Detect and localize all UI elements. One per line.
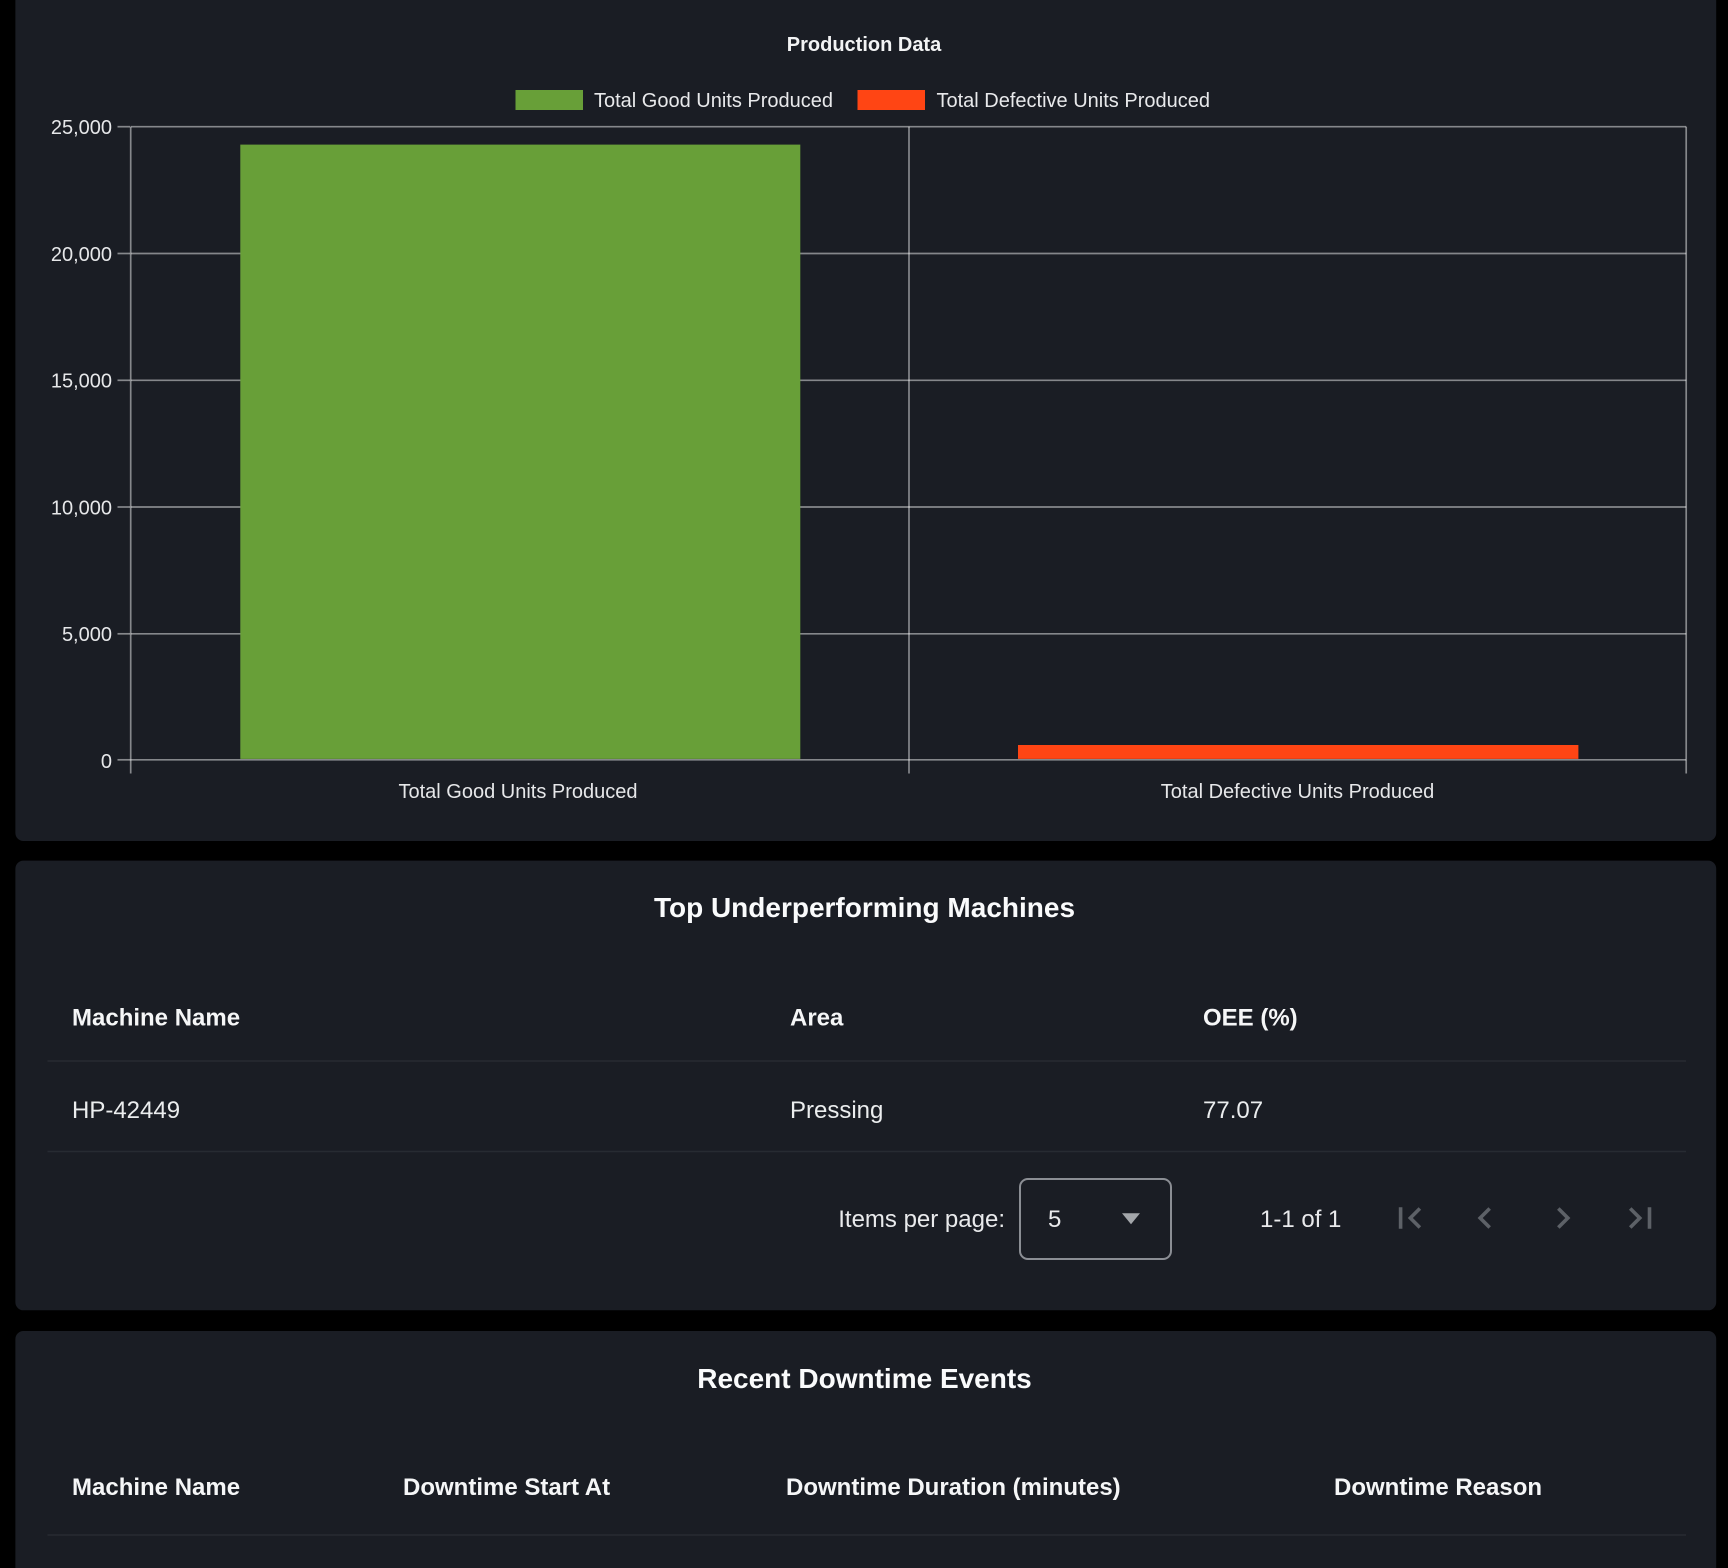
svg-text:1-1 of 1: 1-1 of 1 — [1260, 1206, 1341, 1233]
svg-text:Area: Area — [790, 1005, 844, 1032]
svg-text:HP-42449: HP-42449 — [72, 1097, 180, 1124]
svg-text:Items per page:: Items per page: — [838, 1206, 1005, 1233]
svg-text:Machine Name: Machine Name — [72, 1474, 240, 1501]
svg-text:Top Underperforming Machines: Top Underperforming Machines — [654, 892, 1075, 923]
svg-text:Production Data: Production Data — [787, 34, 942, 56]
svg-text:Downtime Duration (minutes): Downtime Duration (minutes) — [786, 1474, 1121, 1501]
svg-text:10,000: 10,000 — [51, 497, 112, 519]
svg-text:Pressing: Pressing — [790, 1097, 883, 1124]
svg-text:Recent Downtime Events: Recent Downtime Events — [697, 1363, 1032, 1394]
svg-text:15,000: 15,000 — [51, 371, 112, 393]
svg-text:20,000: 20,000 — [51, 244, 112, 266]
svg-text:OEE (%): OEE (%) — [1203, 1005, 1298, 1032]
svg-text:25,000: 25,000 — [51, 117, 112, 139]
svg-text:Downtime Reason: Downtime Reason — [1334, 1474, 1542, 1501]
svg-text:5: 5 — [1048, 1206, 1061, 1233]
svg-text:Total Good Units Produced: Total Good Units Produced — [594, 90, 833, 112]
svg-text:Total Defective Units Produced: Total Defective Units Produced — [1161, 781, 1434, 803]
svg-text:5,000: 5,000 — [62, 624, 112, 646]
svg-text:Machine Name: Machine Name — [72, 1005, 240, 1032]
svg-text:Total Defective Units Produced: Total Defective Units Produced — [937, 90, 1210, 112]
svg-text:0: 0 — [101, 751, 112, 773]
svg-text:Downtime Start At: Downtime Start At — [403, 1474, 610, 1501]
svg-text:Total Good Units Produced: Total Good Units Produced — [398, 781, 637, 803]
svg-text:77.07: 77.07 — [1203, 1097, 1263, 1124]
